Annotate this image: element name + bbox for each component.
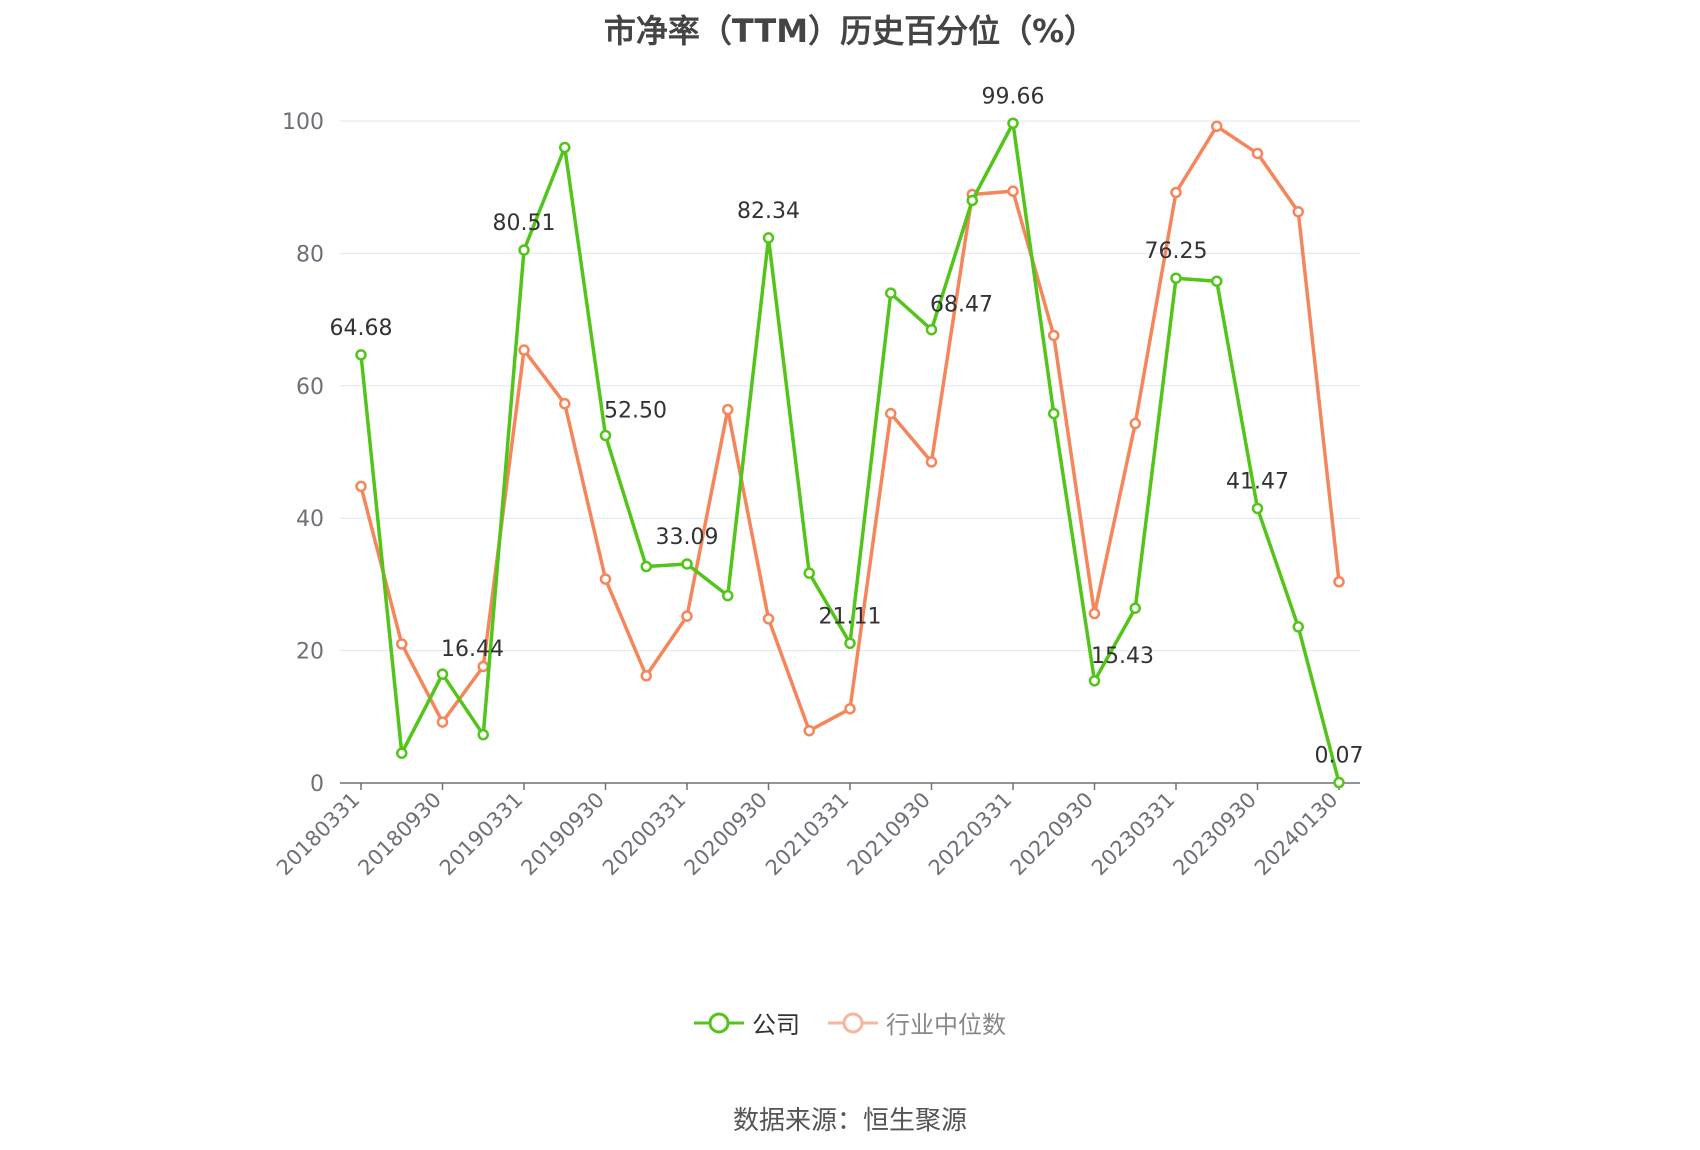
y-tick-label: 40 bbox=[296, 507, 324, 532]
data-label: 82.34 bbox=[737, 199, 800, 224]
series-lines bbox=[355, 117, 1345, 789]
data-label: 16.44 bbox=[441, 637, 504, 662]
legend-item-industry[interactable]: 行业中位数 bbox=[828, 1005, 1006, 1040]
data-label: 99.66 bbox=[982, 84, 1045, 109]
data-point-industry bbox=[1007, 185, 1019, 197]
legend: 公司 行业中位数 bbox=[0, 1005, 1700, 1040]
data-label: 0.07 bbox=[1315, 744, 1364, 769]
y-tick-label: 60 bbox=[296, 375, 324, 400]
data-point-industry bbox=[436, 716, 449, 728]
data-label: 33.09 bbox=[656, 525, 719, 550]
x-tick-label: 20230930 bbox=[1168, 788, 1261, 881]
legend-item-company[interactable]: 公司 bbox=[694, 1005, 800, 1040]
data-point-company bbox=[396, 747, 408, 759]
data-point-industry bbox=[1129, 417, 1141, 430]
y-tick-label: 20 bbox=[296, 640, 324, 665]
data-point-company bbox=[599, 429, 612, 442]
data-point-industry bbox=[477, 660, 489, 673]
x-tick-label: 20230331 bbox=[1087, 788, 1180, 881]
data-point-company bbox=[722, 589, 734, 602]
data-point-company bbox=[681, 558, 693, 570]
data-point-industry bbox=[681, 610, 693, 622]
data-label: 52.50 bbox=[604, 398, 667, 423]
data-point-industry bbox=[1211, 120, 1223, 133]
data-point-company bbox=[1211, 275, 1223, 287]
data-labels: 64.68 16.44 80.51 52.50 33.09 82.34 21.11 68.47… bbox=[330, 84, 1364, 768]
data-source-note: 数据来源：恒生聚源 bbox=[732, 1106, 967, 1136]
data-point-industry bbox=[559, 397, 571, 410]
data-point-company bbox=[355, 349, 367, 361]
data-point-company bbox=[1088, 675, 1101, 687]
y-tick-label: 0 bbox=[310, 772, 324, 797]
data-point-industry bbox=[396, 638, 408, 650]
data-point-industry bbox=[1048, 329, 1060, 342]
data-point-industry bbox=[640, 670, 652, 682]
data-point-company bbox=[518, 244, 530, 256]
x-tick-label: 20200331 bbox=[598, 788, 691, 881]
data-point-industry bbox=[722, 403, 734, 416]
x-tick-label: 20210331 bbox=[761, 788, 854, 881]
data-label: 80.51 bbox=[493, 211, 556, 236]
data-point-company bbox=[1048, 407, 1060, 420]
data-point-company bbox=[1333, 776, 1345, 789]
data-point-industry bbox=[925, 456, 938, 468]
data-point-company bbox=[640, 560, 652, 573]
data-point-company bbox=[885, 287, 897, 299]
y-tick-label: 100 bbox=[282, 110, 324, 135]
legend-industry-line-icon bbox=[828, 1012, 878, 1033]
data-label: 64.68 bbox=[330, 316, 393, 341]
chart-title: 市净率（TTM）历史百分位（%） bbox=[603, 12, 1097, 50]
legend-label-industry: 行业中位数 bbox=[886, 1011, 1006, 1039]
data-point-industry bbox=[885, 407, 897, 420]
y-tick-label: 80 bbox=[296, 242, 324, 267]
legend-label-company: 公司 bbox=[752, 1011, 800, 1039]
data-point-industry bbox=[1251, 147, 1264, 160]
data-point-company bbox=[925, 323, 938, 336]
data-point-industry bbox=[518, 344, 530, 356]
data-point-company bbox=[803, 567, 815, 579]
grid-lines bbox=[340, 120, 1360, 652]
data-point-industry bbox=[803, 724, 815, 737]
x-tick-label: 20200930 bbox=[679, 788, 772, 881]
x-tick-label: 20220331 bbox=[924, 788, 1017, 881]
data-point-company bbox=[1007, 117, 1019, 130]
data-point-company bbox=[1292, 621, 1304, 633]
x-tick-label: 20190331 bbox=[435, 788, 528, 881]
data-point-company bbox=[1170, 272, 1182, 284]
data-point-industry bbox=[355, 480, 367, 493]
x-tick-label: 20180930 bbox=[353, 788, 446, 881]
data-label: 68.47 bbox=[930, 293, 993, 318]
data-point-company bbox=[1129, 602, 1141, 614]
data-point-company bbox=[1251, 502, 1264, 515]
data-point-industry bbox=[762, 613, 775, 625]
data-point-company bbox=[559, 141, 571, 154]
data-point-company bbox=[762, 232, 775, 244]
axes: 0 20 40 60 80 100 2018033120180930201903312019… bbox=[272, 110, 1360, 880]
x-tick-label: 20220930 bbox=[1005, 788, 1098, 881]
legend-company-line-icon bbox=[694, 1012, 744, 1033]
data-point-company bbox=[966, 194, 978, 207]
data-point-industry bbox=[599, 573, 612, 585]
data-label: 21.11 bbox=[819, 604, 882, 629]
data-point-industry bbox=[1170, 186, 1182, 199]
data-point-industry bbox=[844, 703, 856, 715]
x-tick-label: 20210930 bbox=[842, 788, 935, 881]
data-label: 41.47 bbox=[1226, 469, 1289, 494]
data-point-company bbox=[436, 668, 449, 680]
data-label: 76.25 bbox=[1145, 239, 1208, 264]
data-label: 15.43 bbox=[1091, 644, 1154, 669]
data-point-company bbox=[477, 728, 489, 741]
x-tick-label: 20190930 bbox=[516, 788, 609, 881]
data-point-company bbox=[844, 637, 856, 650]
data-point-industry bbox=[1088, 607, 1101, 620]
data-point-industry bbox=[1292, 205, 1304, 218]
x-tick-label: 20240130 bbox=[1250, 788, 1343, 881]
data-point-industry bbox=[1333, 576, 1345, 588]
x-tick-label: 20180331 bbox=[272, 788, 365, 881]
